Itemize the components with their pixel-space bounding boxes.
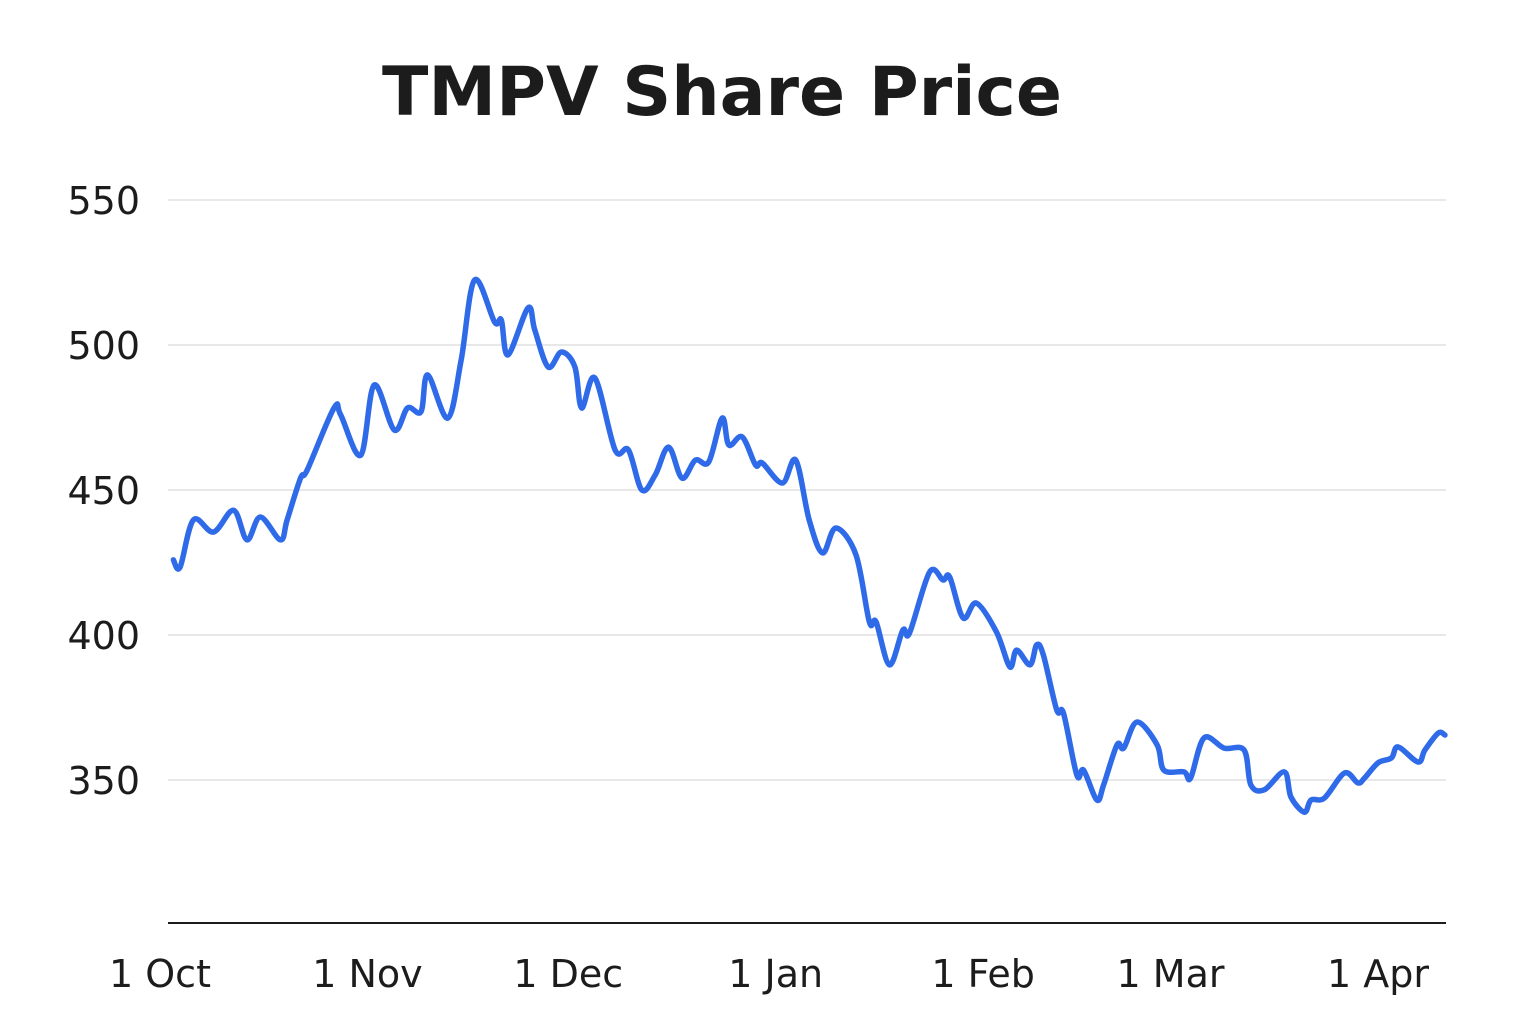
grid-lines [168, 199, 1446, 781]
data-points [173, 279, 1446, 813]
x-tick-label: 1 Nov [312, 952, 422, 996]
chart-title: TMPV Share Price [382, 53, 1062, 132]
x-tick-label: 1 Jan [728, 952, 823, 996]
y-tick-label: 550 [67, 179, 140, 223]
series-line [170, 277, 1448, 815]
x-tick-label: 1 Feb [931, 952, 1035, 996]
x-axis-ticks: 1 Oct 1 Nov 1 Dec 1 Jan 1 Feb 1 Mar 1 Apr [109, 952, 1429, 996]
y-tick-label: 400 [67, 614, 140, 658]
y-tick-label: 450 [67, 469, 140, 513]
y-tick-label: 500 [67, 324, 140, 368]
x-tick-label: 1 Dec [513, 952, 623, 996]
x-tick-label: 1 Mar [1117, 952, 1225, 996]
y-axis-ticks: 350 400 450 500 550 [67, 179, 140, 803]
y-tick-label: 350 [67, 759, 140, 803]
x-tick-label: 1 Apr [1327, 952, 1429, 996]
x-tick-label: 1 Oct [109, 952, 211, 996]
